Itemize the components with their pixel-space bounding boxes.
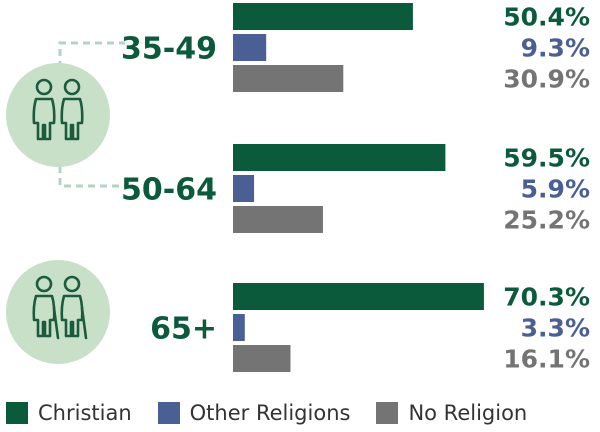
bars bbox=[233, 3, 484, 372]
category-label-50-64: 50-64 bbox=[121, 173, 217, 208]
middle-aged-couple-icon bbox=[6, 63, 110, 167]
bar-65-other-religions bbox=[233, 314, 245, 341]
bar-50-64-no-religion bbox=[233, 206, 323, 233]
legend: Christian Other Religions No Religion bbox=[6, 398, 553, 428]
bar-chart: 50.4%9.3%30.9% 35-49 59.5%5.9%25.2% 50-64 70… bbox=[6, 3, 590, 374]
bar-65-christian bbox=[233, 283, 484, 310]
bar-35-49-other-religions bbox=[233, 34, 267, 61]
legend-item-christian: Christian bbox=[6, 401, 132, 425]
bar-50-64-other-religions bbox=[233, 175, 255, 202]
category-label-35-49: 35-49 bbox=[121, 32, 217, 67]
value-label-50-64-christian: 59.5% bbox=[503, 144, 590, 173]
legend-label-christian: Christian bbox=[38, 401, 132, 425]
legend-label-no-religion: No Religion bbox=[408, 401, 528, 425]
value-label-35-49-no-religion: 30.9% bbox=[503, 65, 590, 94]
bar-35-49-christian bbox=[233, 3, 413, 30]
category-label-65: 65+ bbox=[150, 312, 217, 347]
value-label-35-49-other-religions: 9.3% bbox=[521, 34, 590, 63]
labels: 50.4%9.3%30.9% 35-49 59.5%5.9%25.2% 50-64 70… bbox=[121, 3, 590, 374]
value-label-65-other-religions: 3.3% bbox=[521, 314, 590, 343]
legend-item-no-religion: No Religion bbox=[376, 401, 527, 425]
bar-35-49-no-religion bbox=[233, 65, 344, 92]
icons bbox=[6, 63, 110, 364]
legend-swatch-no-religion bbox=[376, 402, 399, 424]
value-label-50-64-no-religion: 25.2% bbox=[503, 206, 590, 235]
legend-label-other-religions: Other Religions bbox=[189, 401, 351, 425]
bar-65-no-religion bbox=[233, 345, 291, 372]
value-label-65-christian: 70.3% bbox=[503, 283, 590, 312]
value-label-65-no-religion: 16.1% bbox=[503, 345, 590, 374]
value-label-50-64-other-religions: 5.9% bbox=[521, 175, 590, 204]
legend-item-other-religions: Other Religions bbox=[157, 401, 351, 425]
legend-swatch-other-religions bbox=[157, 402, 180, 424]
elderly-couple-icon bbox=[6, 260, 110, 364]
value-label-35-49-christian: 50.4% bbox=[503, 3, 590, 32]
bar-50-64-christian bbox=[233, 144, 446, 171]
legend-swatch-christian bbox=[6, 402, 28, 424]
